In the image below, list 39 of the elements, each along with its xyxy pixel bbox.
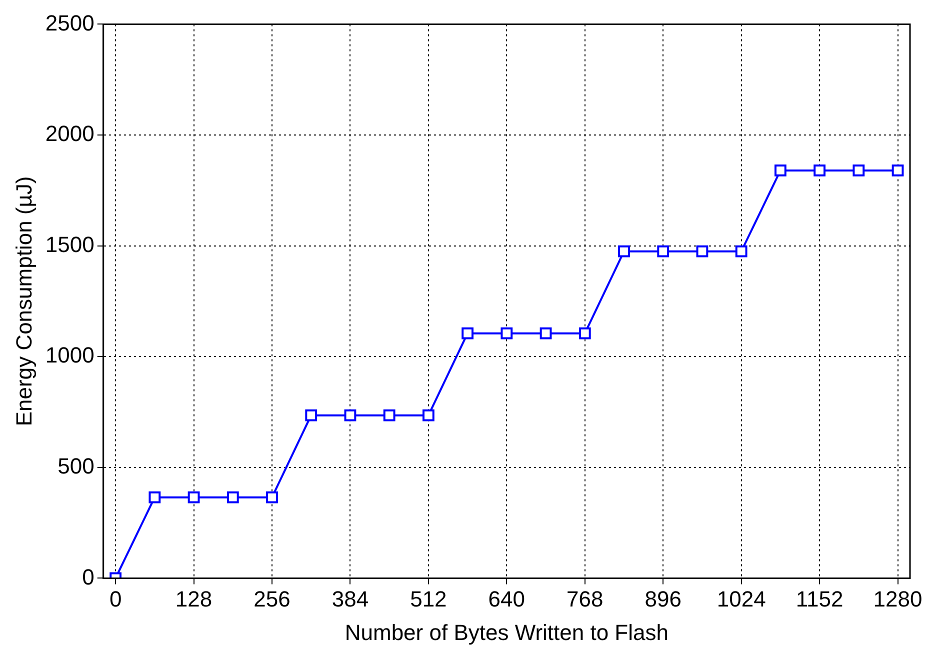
point [226, 491, 239, 504]
x-tick-label: 1280 [873, 586, 922, 612]
point [774, 164, 786, 176]
point [735, 245, 748, 258]
point [383, 409, 396, 422]
point [188, 491, 200, 504]
y-tick-label: 0 [82, 564, 94, 590]
y-tick-label: 2000 [45, 121, 94, 146]
point [305, 409, 318, 422]
x-tick-label: 1152 [796, 586, 844, 612]
x-tick-label: 384 [332, 586, 369, 612]
point [148, 491, 161, 504]
y-axis-title: Energy Consumption (µJ) [11, 176, 36, 426]
x-tick-label: 256 [254, 586, 290, 612]
point [852, 164, 865, 176]
x-axis-title: Number of Bytes Written to Flash [344, 620, 668, 645]
x-tick-label: 1024 [716, 586, 766, 612]
y-tick-label: 2500 [45, 10, 94, 36]
point [344, 409, 356, 422]
point [266, 491, 278, 504]
point [696, 245, 708, 258]
point [422, 409, 434, 422]
x-tick-label: 0 [109, 586, 122, 612]
point [657, 245, 670, 258]
point [462, 327, 474, 340]
y-tick-label: 1000 [45, 342, 94, 368]
point [500, 327, 513, 340]
x-tick-label: 768 [566, 586, 604, 612]
y-tick-label: 1500 [45, 232, 94, 257]
x-tick-label: 640 [488, 586, 526, 612]
point [540, 327, 552, 340]
point [618, 245, 630, 258]
point [814, 164, 826, 176]
x-tick-label: 896 [644, 586, 682, 612]
point [578, 327, 591, 340]
x-tick-label: 128 [175, 586, 212, 612]
x-tick-label: 512 [410, 586, 447, 612]
point [892, 164, 904, 176]
y-tick-label: 500 [58, 453, 94, 478]
